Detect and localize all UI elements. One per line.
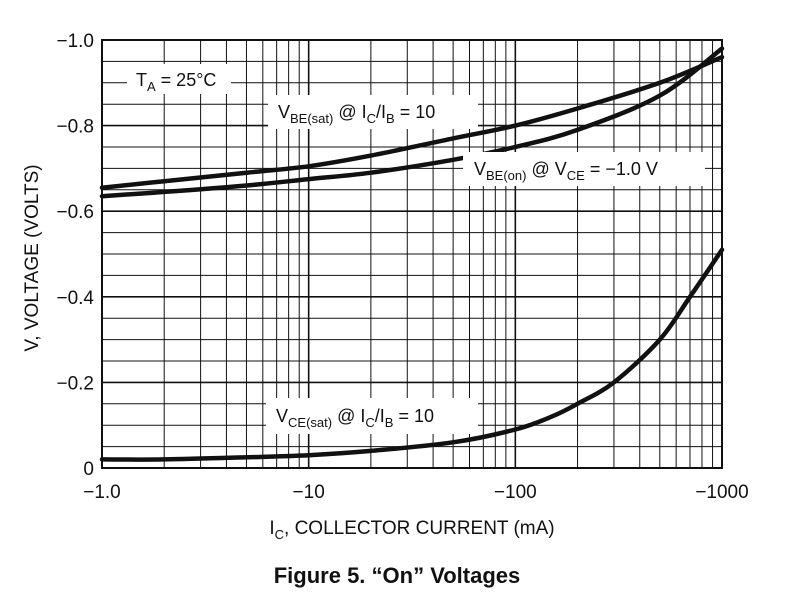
y-tick-label: 0 [83,459,94,480]
series-label-vce-sat: VCE(sat) @ IC/IB = 10 [276,406,434,430]
y-tick-label: −0.4 [56,288,94,309]
x-axis-label: IC, COLLECTOR CURRENT (mA) [269,518,554,542]
x-tick-label: −1000 [695,482,748,503]
x-tick-label: −100 [494,482,537,503]
series-label-background-vce-sat [266,398,478,434]
y-axis-label: V, VOLTAGE (VOLTS) [22,164,43,351]
curves [99,46,725,462]
figure-caption: Figure 5. “On” Voltages [273,563,521,588]
series-label-background-vbe-sat [268,95,478,129]
y-axis-ticks: 0 −0.2 −0.4 −0.6 −0.8 −1.0 [56,31,94,480]
y-tick-label: −0.2 [56,373,94,394]
curve-vce-sat [99,247,725,462]
curve-labels: TA = 25°C VBE(sat) @ IC/IB = 10 VBE(on) … [127,64,705,434]
series-label-background-vbe-on [463,152,705,186]
curve-vbe-sat [99,54,725,190]
x-tick-label: −1.0 [83,482,121,503]
y-tick-label: −0.8 [56,117,94,138]
x-tick-label: −10 [293,482,325,503]
series-label-vbe-on: VBE(on) @ VCE = −1.0 V [474,159,658,183]
curve-vbe-on [99,46,725,199]
y-tick-label: −0.6 [56,202,94,223]
x-axis-ticks: −1.0 −10 −100 −1000 [83,482,748,503]
annotation-background [127,64,231,94]
y-tick-label: −1.0 [56,31,94,52]
temperature-annotation: TA = 25°C [136,70,216,94]
plot-frame [101,39,723,469]
series-label-vbe-sat: VBE(sat) @ IC/IB = 10 [278,102,435,126]
